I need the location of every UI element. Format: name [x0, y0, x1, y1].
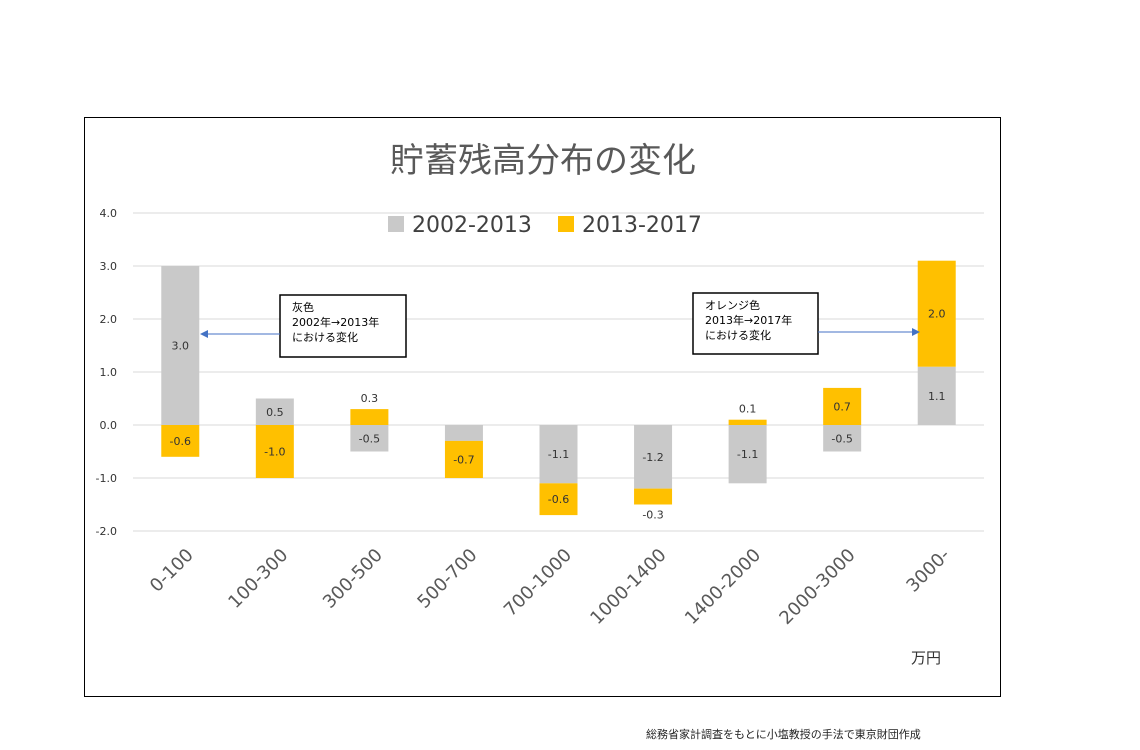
- data-label: -1.1: [737, 448, 758, 461]
- annotation-text: オレンジ色: [705, 298, 760, 312]
- bar: [444, 425, 483, 441]
- x-tick-label: 300-500: [319, 545, 387, 613]
- bar: [161, 425, 200, 457]
- source-note: 総務省家計調査をもとに小塩教授の手法で東京財団作成: [646, 728, 921, 741]
- y-tick-label: -1.0: [96, 472, 117, 485]
- bar: [823, 387, 862, 425]
- annotation-box: [279, 294, 407, 358]
- x-tick-label: 1400-2000: [681, 545, 765, 629]
- legend-swatch: [558, 216, 574, 232]
- bar: [539, 425, 578, 484]
- bar: [917, 260, 956, 367]
- bar: [634, 425, 673, 489]
- x-tick-label: 0-100: [146, 545, 198, 597]
- x-tick-label: 700-1000: [500, 545, 576, 621]
- x-tick-label: 500-700: [413, 545, 481, 613]
- y-tick-label: -2.0: [96, 525, 117, 538]
- bar: [255, 425, 294, 478]
- legend-swatch: [388, 216, 404, 232]
- bar: [444, 440, 483, 478]
- bar: [823, 425, 862, 452]
- data-label: -1.0: [264, 446, 285, 459]
- chart-frame: [84, 117, 1001, 697]
- annotation-text: 2002年→2013年: [292, 315, 379, 329]
- annotation-text: における変化: [292, 330, 358, 344]
- data-label: -0.5: [359, 432, 380, 445]
- bar: [350, 425, 389, 452]
- bar: [634, 488, 673, 505]
- data-label: 3.0: [172, 340, 190, 353]
- data-label: 0.3: [361, 392, 379, 405]
- data-label: -1.2: [642, 451, 663, 464]
- annotation-text: 2013年→2017年: [705, 313, 792, 327]
- data-label: 1.1: [928, 390, 946, 403]
- x-tick-label: 1000-1400: [586, 545, 670, 629]
- unit-label: 万円: [911, 649, 941, 667]
- data-label: -0.3: [642, 509, 663, 522]
- data-label: -0.7: [453, 453, 474, 466]
- y-tick-label: 4.0: [100, 207, 118, 220]
- data-label: 0.5: [266, 406, 284, 419]
- x-tick-label: 2000-3000: [775, 545, 859, 629]
- y-tick-label: 3.0: [100, 260, 118, 273]
- data-label: 2.0: [928, 308, 946, 321]
- data-label: -0.6: [548, 493, 569, 506]
- bar: [917, 366, 956, 425]
- data-label: 0.7: [833, 400, 851, 413]
- data-label: -0.6: [170, 435, 191, 448]
- bar: [539, 483, 578, 516]
- data-label: -0.5: [831, 432, 852, 445]
- data-label: -1.1: [548, 448, 569, 461]
- bar: [161, 266, 200, 425]
- x-tick-label: 3000-: [902, 545, 954, 597]
- y-tick-label: 0.0: [100, 419, 118, 432]
- legend-label: 2002-2013: [412, 213, 532, 238]
- annotation-box: [692, 292, 819, 355]
- bar: [728, 425, 767, 484]
- bar: [255, 398, 294, 425]
- data-label: 0.1: [739, 403, 757, 416]
- bar: [728, 419, 767, 425]
- x-tick-label: 100-300: [224, 545, 292, 613]
- legend-label: 2013-2017: [582, 213, 702, 238]
- annotation-text: 灰色: [292, 300, 314, 314]
- annotation-text: における変化: [705, 328, 771, 342]
- y-tick-label: 2.0: [100, 313, 118, 326]
- bar: [350, 409, 389, 425]
- chart-title: 貯蓄残高分布の変化: [390, 141, 696, 181]
- y-tick-label: 1.0: [100, 366, 118, 379]
